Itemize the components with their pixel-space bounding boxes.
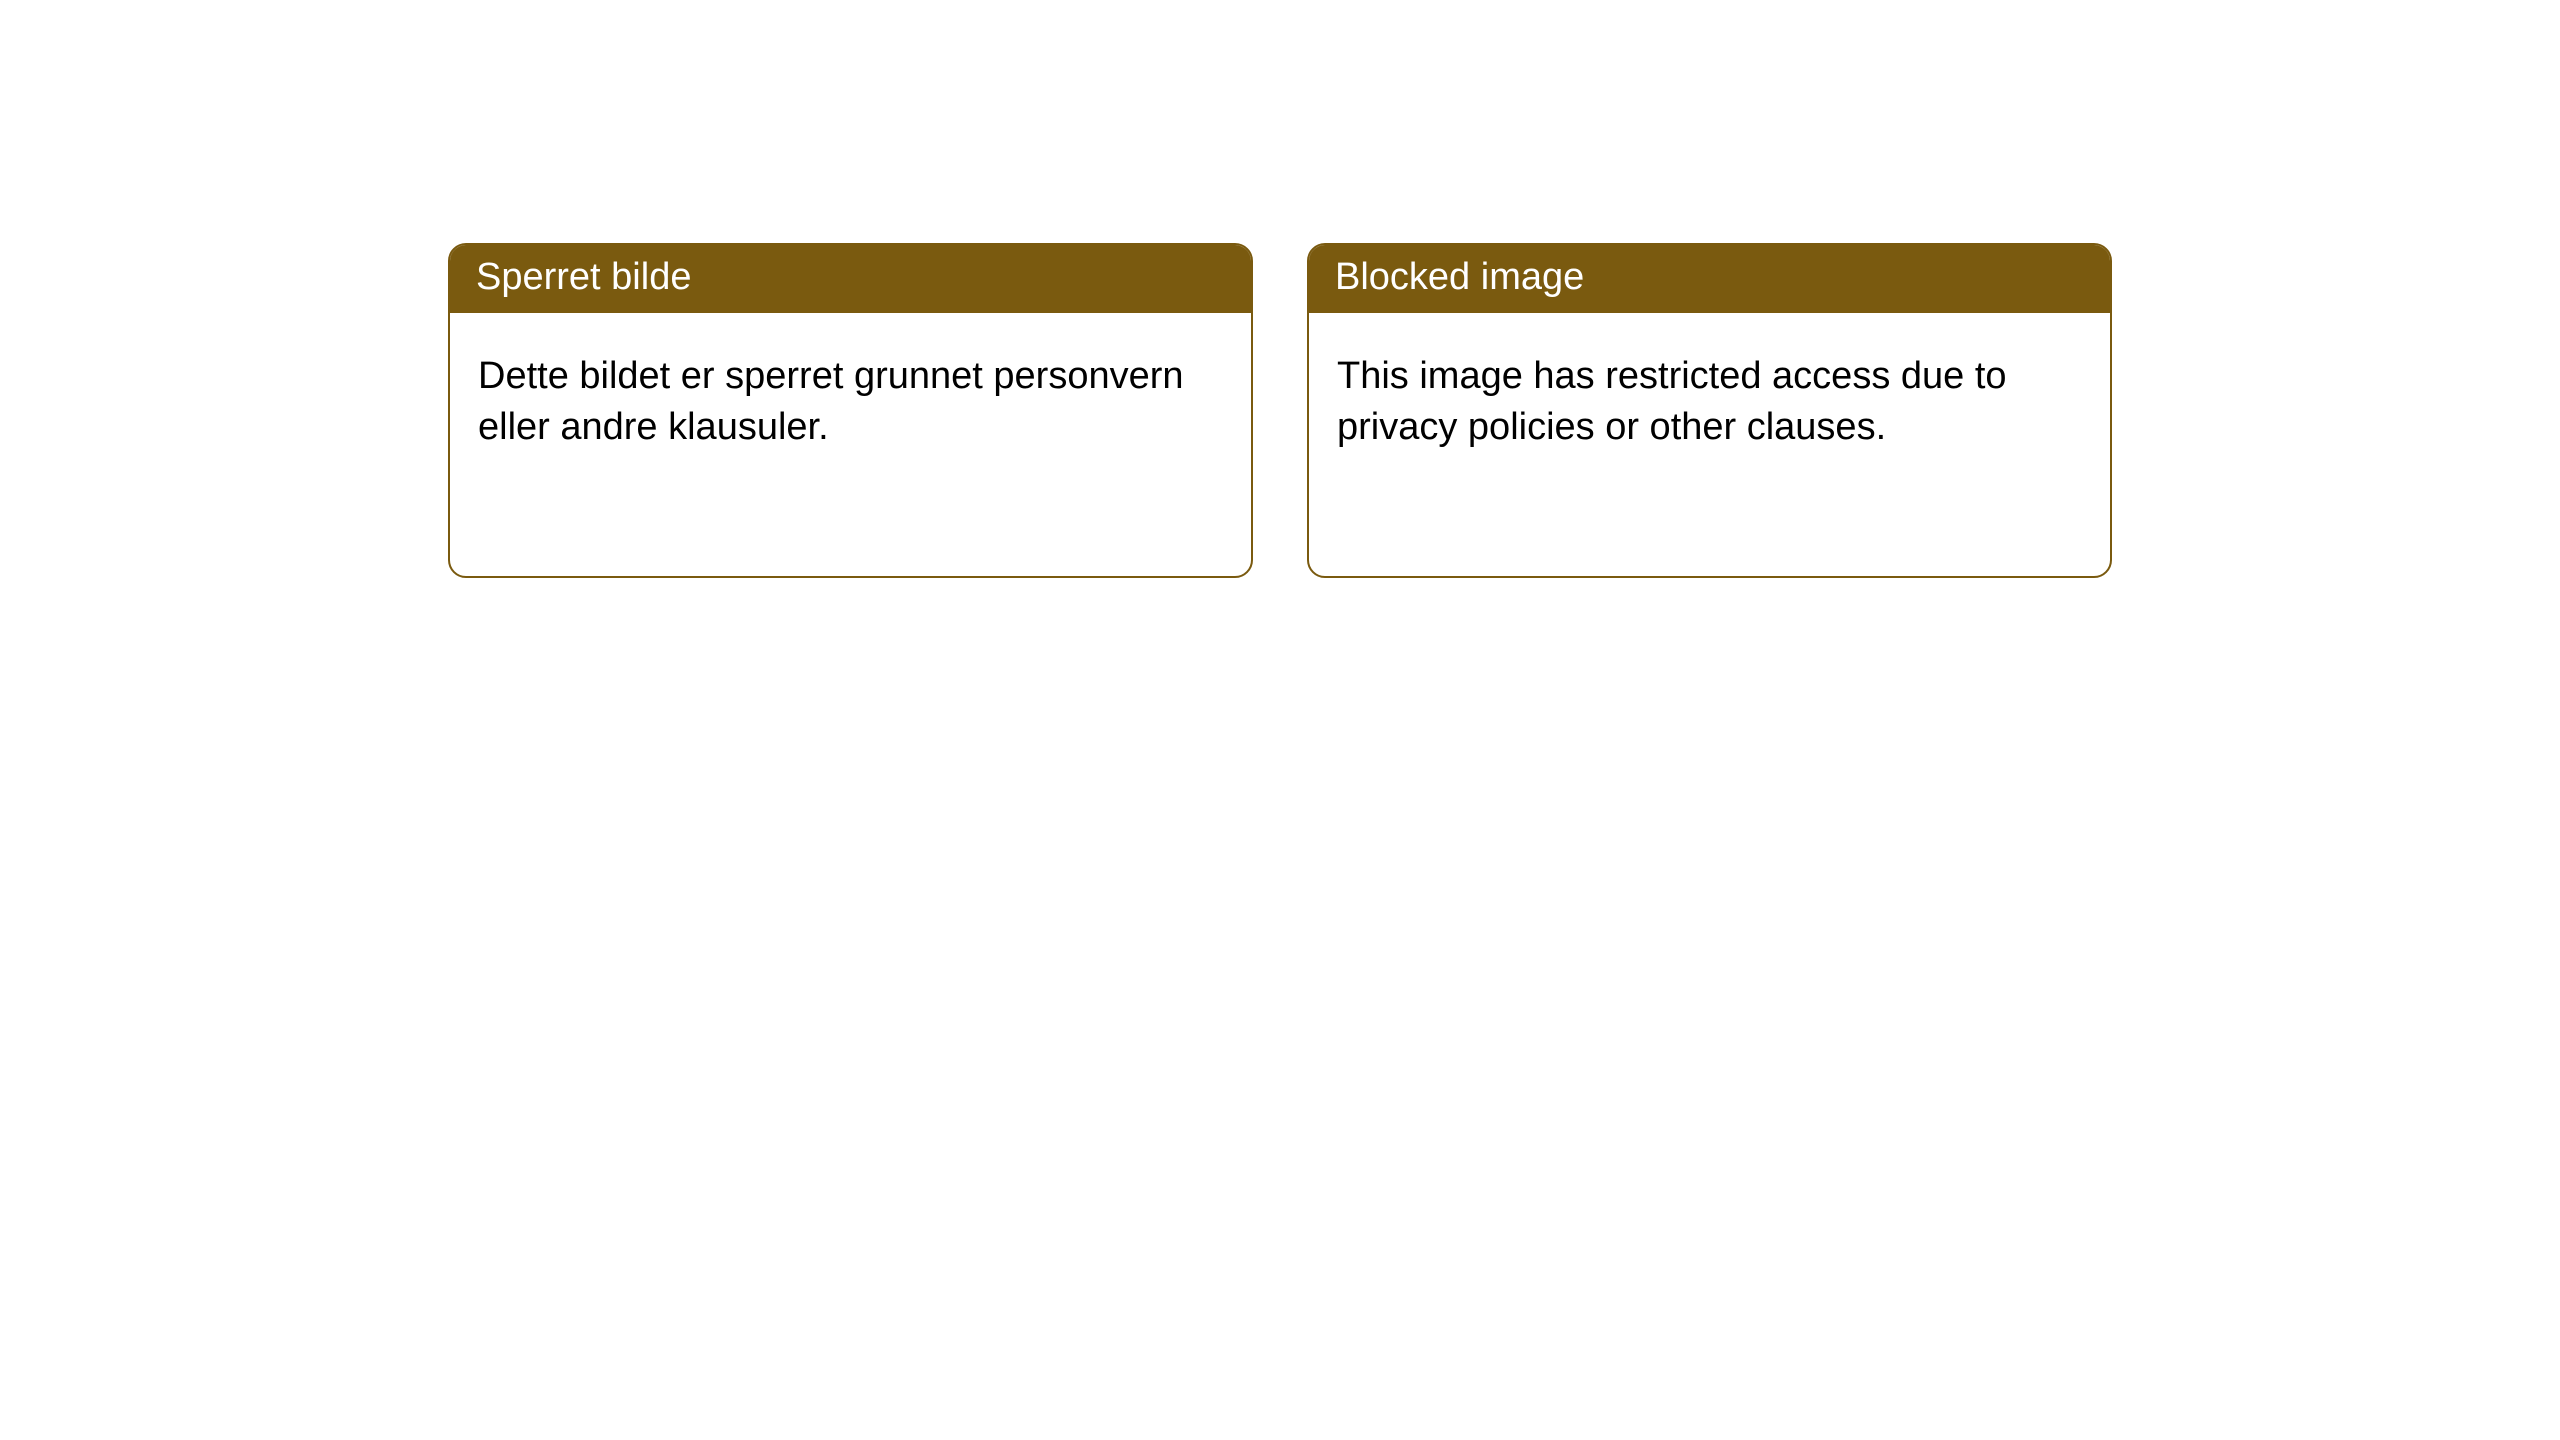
notice-card-en: Blocked image This image has restricted … (1307, 243, 2112, 578)
notice-title-en: Blocked image (1309, 245, 2110, 313)
notice-container: Sperret bilde Dette bildet er sperret gr… (0, 0, 2560, 578)
notice-body-en: This image has restricted access due to … (1309, 313, 2110, 482)
notice-body-no: Dette bildet er sperret grunnet personve… (450, 313, 1251, 482)
notice-title-no: Sperret bilde (450, 245, 1251, 313)
notice-card-no: Sperret bilde Dette bildet er sperret gr… (448, 243, 1253, 578)
